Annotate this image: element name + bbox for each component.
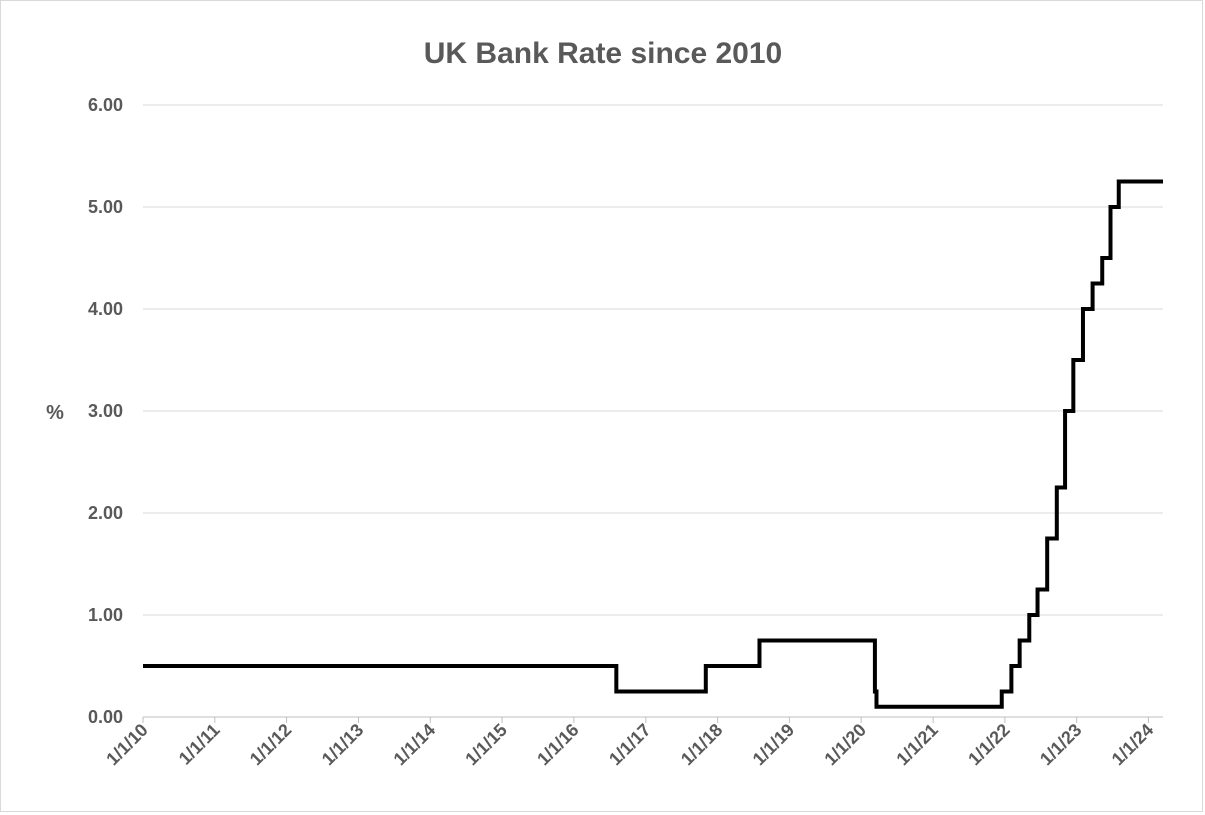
y-axis-ticks: 0.00 1.00 2.00 3.00 4.00 5.00 6.00: [88, 95, 123, 727]
x-tick-label: 1/1/20: [820, 720, 870, 770]
x-tick-label: 1/1/14: [390, 720, 440, 770]
chart-title: UK Bank Rate since 2010: [424, 37, 783, 70]
y-axis-label: %: [46, 402, 64, 424]
series-layer: [143, 179, 1163, 709]
y-tick-label: 6.00: [88, 95, 123, 115]
x-tick-label: 1/1/22: [964, 720, 1014, 770]
x-tick-label: 1/1/12: [246, 720, 296, 770]
x-tick-label: 1/1/19: [749, 720, 799, 770]
x-tick-label: 1/1/24: [1108, 720, 1158, 770]
bank-rate-series-line: [143, 179, 1163, 709]
gridlines: [143, 104, 1163, 616]
y-tick-label: 1.00: [88, 605, 123, 625]
x-axis-ticks: 1/1/10 1/1/11 1/1/12 1/1/13 1/1/14 1/1/15 1/1/…: [102, 717, 1157, 769]
y-tick-label: 5.00: [88, 197, 123, 217]
y-tick-label: 0.00: [88, 707, 123, 727]
y-tick-label: 3.00: [88, 401, 123, 421]
x-tick-label: 1/1/16: [533, 720, 583, 770]
x-tick-label: 1/1/11: [175, 720, 224, 769]
y-tick-label: 4.00: [88, 299, 123, 319]
x-tick-label: 1/1/15: [461, 720, 511, 770]
x-tick-label: 1/1/13: [318, 720, 368, 770]
x-tick-label: 1/1/18: [677, 720, 727, 770]
y-tick-label: 2.00: [88, 503, 123, 523]
x-tick-label: 1/1/10: [102, 720, 152, 770]
x-tick-label: 1/1/21: [892, 720, 942, 770]
x-tick-label: 1/1/17: [605, 720, 655, 770]
x-tick-label: 1/1/23: [1036, 720, 1086, 770]
